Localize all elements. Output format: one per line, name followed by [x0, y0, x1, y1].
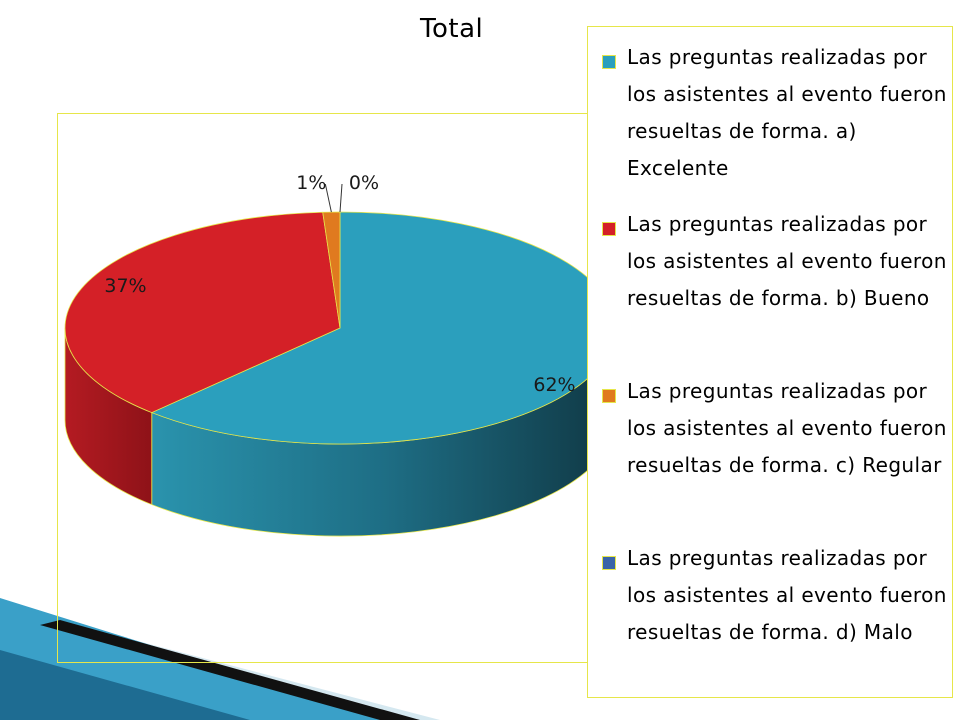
- leader-line-3: [339, 183, 343, 213]
- pie-slice-1: [64, 211, 341, 413]
- data-label-2: 1%: [296, 172, 326, 194]
- legend-swatch-1: [602, 222, 616, 236]
- decor-blue-band: [0, 650, 250, 720]
- chart-title: Total: [420, 14, 484, 44]
- legend: Las preguntas realizadas por los asisten…: [587, 26, 953, 698]
- data-label-1: 37%: [104, 275, 146, 297]
- data-label-3: 0%: [349, 172, 379, 194]
- pie-leader-lines: [324, 183, 343, 213]
- legend-label-1: Las preguntas realizadas por los asisten…: [627, 212, 947, 310]
- data-label-0: 62%: [533, 374, 575, 396]
- pie-slice-2: [322, 211, 341, 329]
- decor-dark-stripe: [40, 620, 420, 720]
- pie-tops: [64, 211, 616, 445]
- legend-swatch-0: [602, 55, 616, 69]
- legend-label-2: Las preguntas realizadas por los asisten…: [627, 379, 947, 477]
- legend-swatch-2: [602, 389, 616, 403]
- legend-label-3: Las preguntas realizadas por los asisten…: [627, 546, 947, 644]
- legend-swatch-3: [602, 556, 616, 570]
- legend-label-0: Las preguntas realizadas por los asisten…: [627, 45, 947, 180]
- leader-line-2: [324, 183, 332, 213]
- pie-data-labels: 62% 37% 1% 0%: [104, 172, 575, 396]
